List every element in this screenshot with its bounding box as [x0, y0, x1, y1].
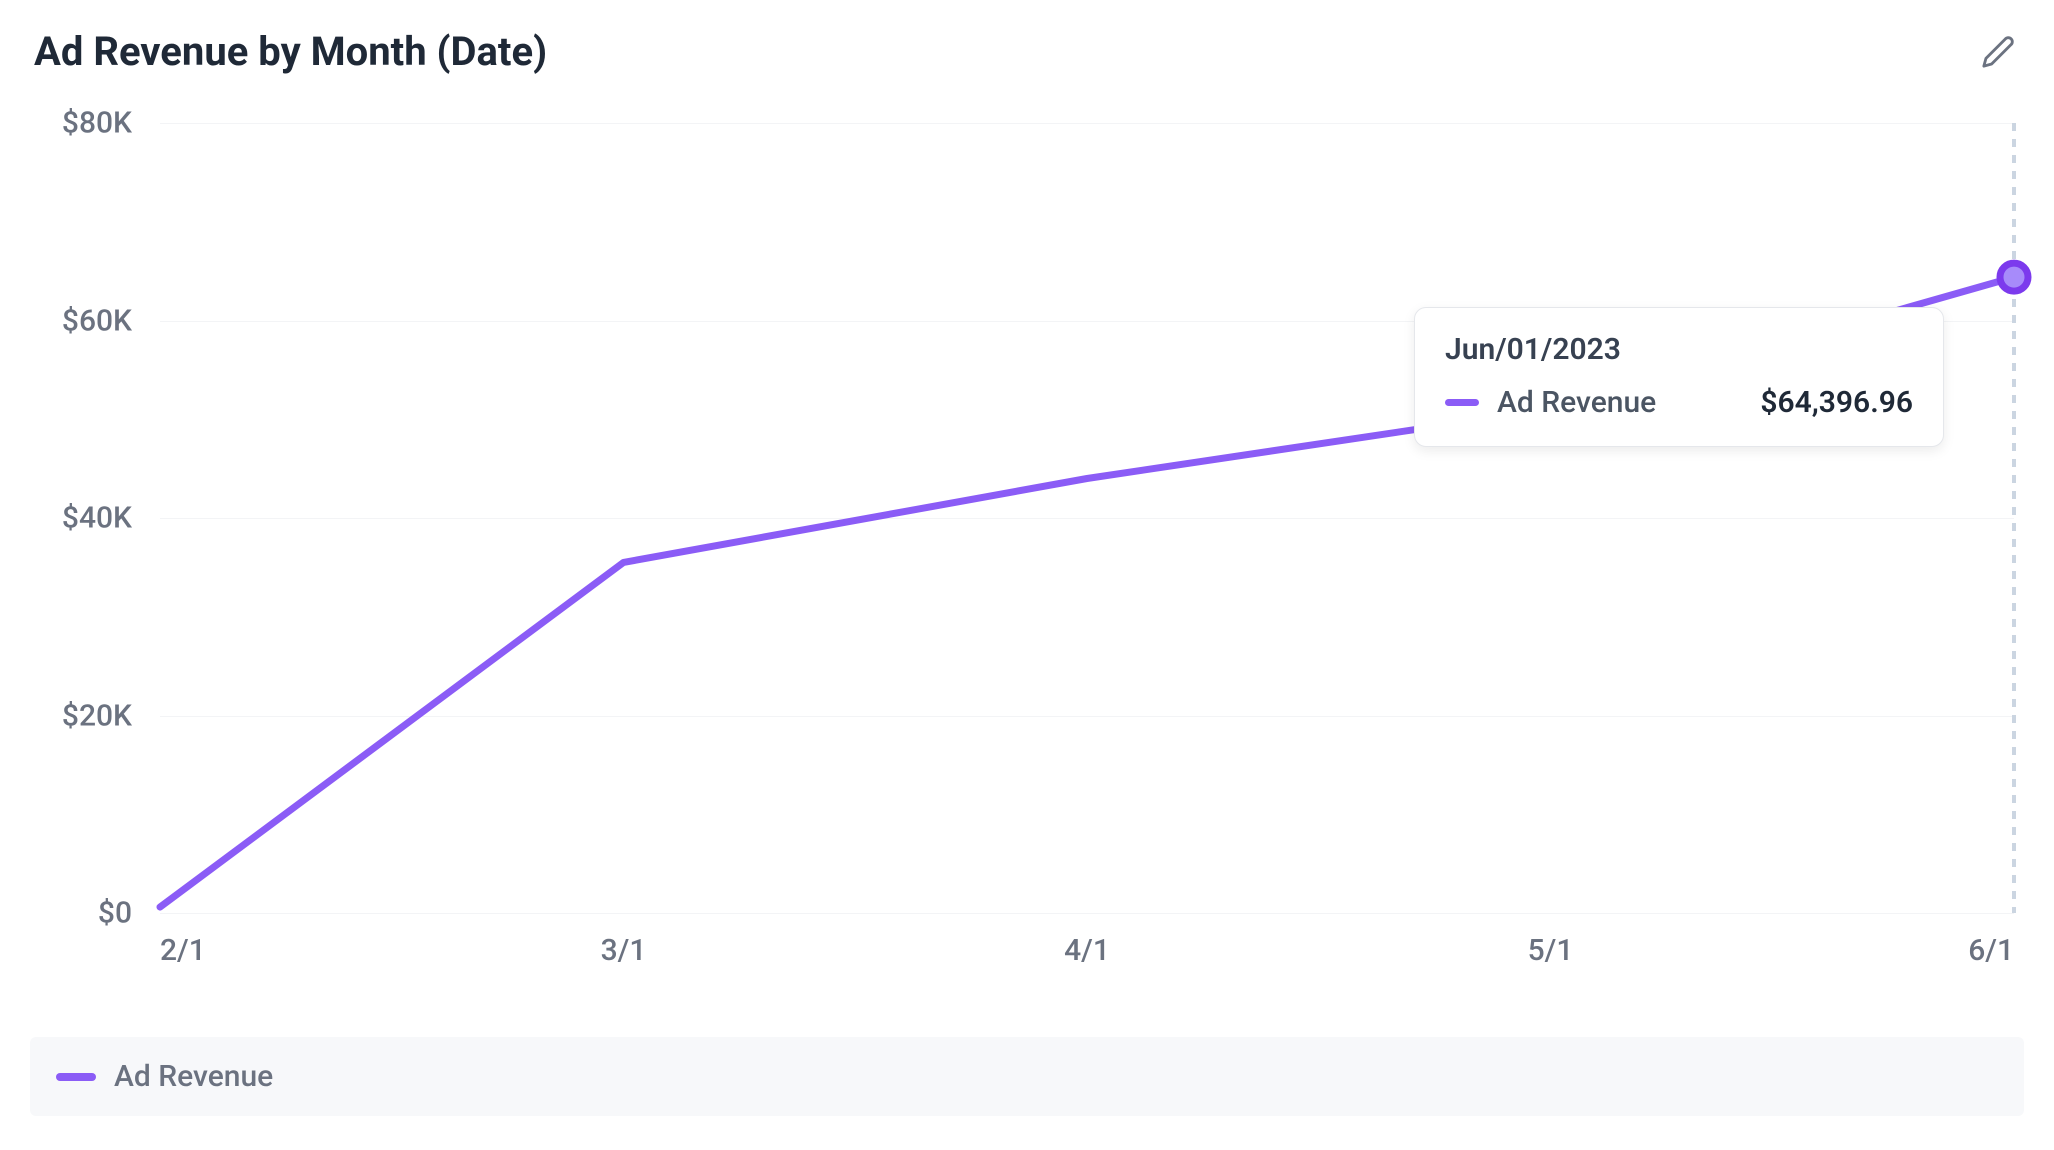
y-tick: $0	[98, 896, 132, 931]
y-tick: $20K	[62, 698, 132, 733]
chart-svg	[160, 123, 2014, 913]
legend-swatch	[56, 1073, 96, 1081]
y-tick: $80K	[62, 106, 132, 141]
y-tick: $40K	[62, 501, 132, 536]
edit-button[interactable]	[1976, 30, 2020, 74]
y-tick: $60K	[62, 303, 132, 338]
tooltip-row: Ad Revenue $64,396.96	[1445, 385, 1913, 420]
highlight-marker	[2000, 263, 2028, 291]
x-tick: 6/1	[1968, 933, 2014, 968]
x-tick: 4/1	[1064, 933, 1110, 968]
chart-title: Ad Revenue by Month (Date)	[34, 28, 547, 75]
tooltip-swatch	[1445, 399, 1479, 406]
chart-panel: Ad Revenue by Month (Date) $0 $20K $40K $60…	[0, 0, 2054, 1150]
plot-area[interactable]: Jun/01/2023 Ad Revenue $64,396.96	[160, 123, 2014, 913]
chart-area: $0$20K$40K$60K$80K Jun/01/2023 Ad Revenu…	[30, 123, 2024, 1003]
pencil-icon	[1981, 35, 2015, 69]
x-tick: 2/1	[160, 933, 206, 968]
legend-label: Ad Revenue	[114, 1059, 273, 1094]
grid-line	[160, 913, 2014, 914]
panel-header: Ad Revenue by Month (Date)	[30, 28, 2024, 75]
y-axis: $0$20K$40K$60K$80K	[30, 123, 150, 913]
x-axis: 2/1 3/1 4/1 5/1 6/1	[160, 933, 2014, 983]
tooltip: Jun/01/2023 Ad Revenue $64,396.96	[1414, 307, 1944, 447]
tooltip-value: $64,396.96	[1760, 385, 1913, 420]
tooltip-series-label: Ad Revenue	[1497, 385, 1714, 420]
x-tick: 3/1	[601, 933, 647, 968]
legend: Ad Revenue	[30, 1037, 2024, 1116]
x-tick: 5/1	[1528, 933, 1574, 968]
tooltip-date: Jun/01/2023	[1445, 332, 1913, 367]
